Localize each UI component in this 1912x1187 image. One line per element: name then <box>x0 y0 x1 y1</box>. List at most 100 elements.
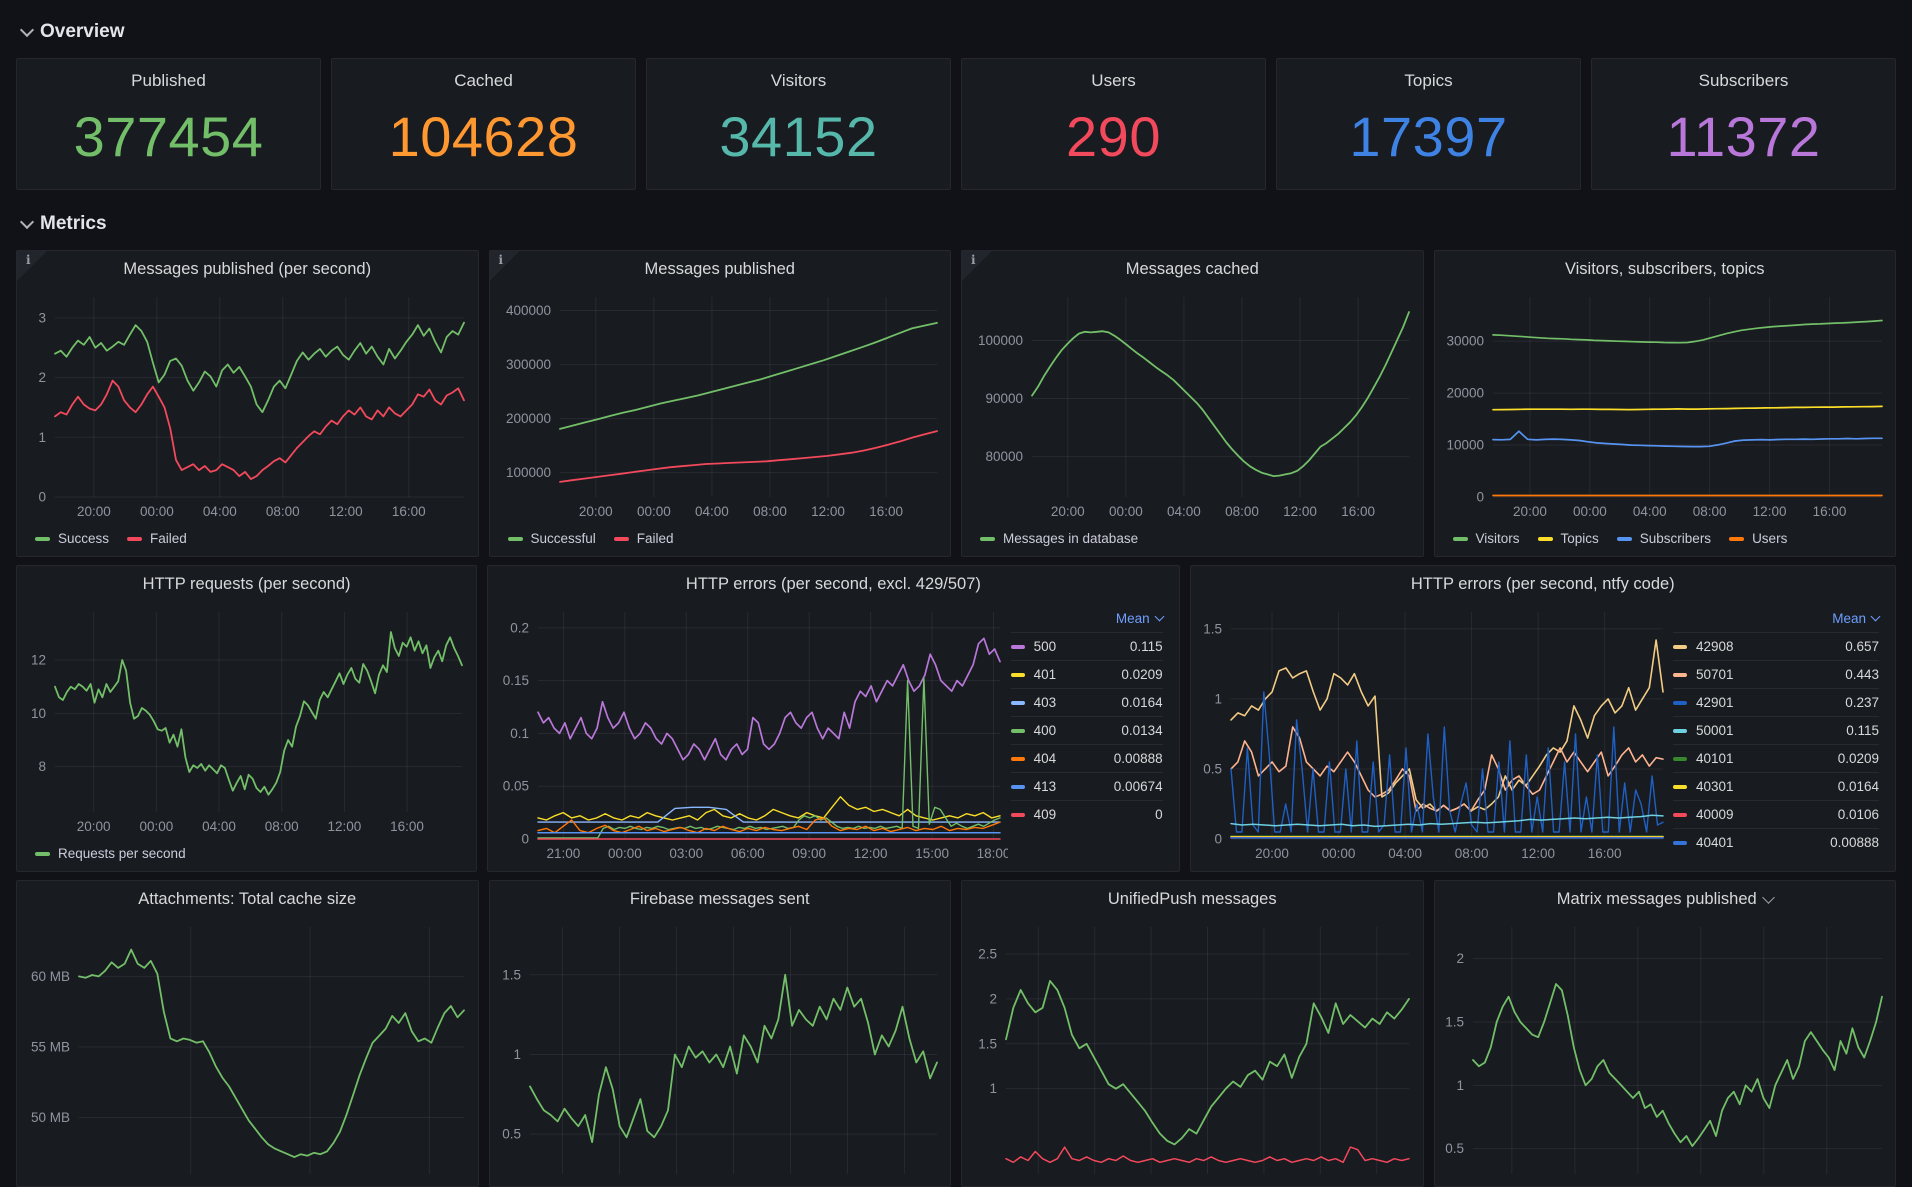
panel-messages-published: i Messages published 100000 200000 300000 4… <box>488 250 951 557</box>
legend-item[interactable]: Successful <box>507 531 596 546</box>
legend-item[interactable]: Users <box>1729 531 1787 546</box>
series-name: 42908 <box>1695 639 1734 654</box>
svg-text:12:00: 12:00 <box>1521 846 1555 861</box>
legend-table-row[interactable]: 409 0 <box>1010 800 1163 828</box>
section-title: Metrics <box>40 213 107 234</box>
legend-table-row[interactable]: 42901 0.237 <box>1672 688 1879 716</box>
panel-title[interactable]: HTTP errors (per second, excl. 429/507) <box>685 574 981 593</box>
svg-text:06:00: 06:00 <box>731 846 765 861</box>
legend-item[interactable]: Messages in database <box>980 531 1138 546</box>
svg-text:20:00: 20:00 <box>1255 846 1289 861</box>
svg-text:30000: 30000 <box>1446 334 1484 349</box>
legend-table-row[interactable]: 401 0.0209 <box>1010 660 1163 688</box>
svg-text:0: 0 <box>38 490 46 505</box>
panel-title[interactable]: Firebase messages sent <box>629 889 810 908</box>
svg-text:20000: 20000 <box>1446 386 1484 401</box>
chart-legend: Messages in database <box>970 525 1417 552</box>
svg-text:0.5: 0.5 <box>502 1127 521 1142</box>
legend-item[interactable]: Success <box>35 531 109 546</box>
section-header-metrics[interactable]: Metrics <box>19 210 1896 238</box>
chart-messages-published[interactable]: 100000 200000 300000 400000 20:00 00:00 04:00 0… <box>498 287 945 525</box>
chevron-down-icon <box>1870 611 1881 622</box>
chart-visitors-subscribers-topics[interactable]: 0 10000 20000 30000 20:00 00:00 04:00 08:00 12:0… <box>1443 287 1890 525</box>
panel-title[interactable]: Visitors, subscribers, topics <box>1564 259 1765 278</box>
svg-text:20:00: 20:00 <box>578 504 612 519</box>
svg-text:16:00: 16:00 <box>1587 846 1621 861</box>
legend-item[interactable]: Visitors <box>1452 531 1520 546</box>
panel-title[interactable]: Messages cached <box>1125 259 1259 278</box>
legend-swatch <box>35 851 50 856</box>
legend-item[interactable]: Failed <box>127 531 187 546</box>
stat-label: Cached <box>454 71 513 90</box>
legend-item[interactable]: Subscribers <box>1616 531 1711 546</box>
legend-table-row[interactable]: 404 0.00888 <box>1010 744 1163 772</box>
panel-title[interactable]: Matrix messages published <box>1435 881 1896 917</box>
legend-table-row[interactable]: 413 0.00674 <box>1010 772 1163 800</box>
panel-title[interactable]: Attachments: Total cache size <box>138 889 357 908</box>
legend-label: Failed <box>636 531 674 546</box>
series-name: 50001 <box>1695 723 1734 738</box>
legend-table-http-errors-excl: Mean 500 0.115 401 0.0209 403 0.0164 400 0.0134 4… <box>1009 602 1173 867</box>
legend-mean-sort-header[interactable]: Mean <box>1011 604 1165 632</box>
legend-swatch <box>1010 812 1025 817</box>
chart-http-requests[interactable]: 8 10 12 20:00 00:00 04:00 08:00 12:00 16:00 <box>25 602 470 840</box>
chart-http-errors-ntfy[interactable]: 0 0.5 1 1.5 20:00 00:00 04:00 08:00 12:00 16:00 <box>1199 602 1671 867</box>
legend-table-row[interactable]: 500 0.115 <box>1010 632 1163 660</box>
svg-text:0.5: 0.5 <box>1445 1141 1464 1156</box>
panel-http-errors-excl: HTTP errors (per second, excl. 429/507) … <box>487 565 1180 872</box>
chevron-down-icon <box>19 214 35 229</box>
metrics-row-2: HTTP requests (per second) 8 10 12 20:00 00:… <box>16 565 1896 872</box>
panel-http-requests: HTTP requests (per second) 8 10 12 20:00 00:… <box>16 565 478 872</box>
svg-text:08:00: 08:00 <box>753 504 787 519</box>
svg-text:12:00: 12:00 <box>1752 504 1786 519</box>
legend-table-row[interactable]: 403 0.0164 <box>1010 688 1163 716</box>
chart-messages-published-rate[interactable]: 0 1 2 3 20:00 00:00 04:00 08:00 12:00 16:00 <box>25 287 472 525</box>
section-header-overview[interactable]: Overview <box>19 18 1896 46</box>
stat-topics: Topics 17397 <box>1276 58 1581 190</box>
chart-firebase-messages[interactable]: 0.5 1 1.5 <box>498 917 945 1182</box>
chart-http-errors-excl[interactable]: 0 0.05 0.1 0.15 0.2 21:00 00:00 03:00 06:00 09:00… <box>496 602 1011 867</box>
legend-swatch <box>1672 784 1687 789</box>
svg-text:200000: 200000 <box>505 411 550 426</box>
svg-text:300000: 300000 <box>505 357 550 372</box>
chevron-down-icon <box>19 22 35 37</box>
panel-title[interactable]: HTTP errors (per second, ntfy code) <box>1410 574 1675 593</box>
stat-label: Subscribers <box>1698 71 1789 90</box>
legend-table-row[interactable]: 42908 0.657 <box>1672 632 1879 660</box>
series-mean-value: 0.0106 <box>1837 807 1879 822</box>
chart-attachments-cache-size[interactable]: 50 MB 55 MB 60 MB <box>25 917 472 1182</box>
legend-item[interactable]: Failed <box>613 531 674 546</box>
svg-text:0: 0 <box>1214 832 1222 847</box>
svg-text:2: 2 <box>1456 951 1464 966</box>
legend-label: Topics <box>1560 531 1599 546</box>
panel-title[interactable]: HTTP requests (per second) <box>142 574 351 593</box>
chevron-down-icon <box>1761 890 1775 904</box>
legend-table-row[interactable]: 40101 0.0209 <box>1672 744 1879 772</box>
overview-stats-row: Published 377454 Cached 104628 Visitors … <box>16 58 1896 190</box>
panel-title[interactable]: Messages published (per second) <box>123 259 372 278</box>
legend-table-row[interactable]: 50001 0.115 <box>1672 716 1879 744</box>
panel-title[interactable]: Messages published <box>644 259 795 278</box>
svg-text:12:00: 12:00 <box>327 819 361 834</box>
series-name: 40009 <box>1695 807 1734 822</box>
legend-table-row[interactable]: 40401 0.00888 <box>1672 828 1879 856</box>
panel-messages-cached: i Messages cached 80000 90000 100000 20:00 0… <box>961 250 1424 557</box>
series-name: 413 <box>1033 779 1057 794</box>
svg-text:3: 3 <box>38 310 46 325</box>
series-name: 42901 <box>1695 695 1734 710</box>
stat-value: 377454 <box>73 104 264 168</box>
legend-table-row[interactable]: 400 0.0134 <box>1010 716 1163 744</box>
legend-mean-sort-header[interactable]: Mean <box>1673 604 1881 632</box>
legend-table-row[interactable]: 40301 0.0164 <box>1672 772 1879 800</box>
legend-item[interactable]: Topics <box>1537 531 1599 546</box>
svg-text:20:00: 20:00 <box>1051 504 1085 519</box>
chart-matrix-messages[interactable]: 0.5 1 1.5 2 <box>1443 917 1890 1182</box>
legend-table-row[interactable]: 50701 0.443 <box>1672 660 1879 688</box>
svg-text:20:00: 20:00 <box>77 504 111 519</box>
panel-title[interactable]: UnifiedPush messages <box>1107 889 1277 908</box>
legend-item[interactable]: Requests per second <box>35 846 186 861</box>
svg-text:90000: 90000 <box>985 391 1023 406</box>
legend-table-row[interactable]: 40009 0.0106 <box>1672 800 1879 828</box>
chart-unifiedpush-messages[interactable]: 1 1.5 2 2.5 <box>970 917 1417 1182</box>
chart-messages-cached[interactable]: 80000 90000 100000 20:00 00:00 04:00 08:00 12:0… <box>970 287 1417 525</box>
